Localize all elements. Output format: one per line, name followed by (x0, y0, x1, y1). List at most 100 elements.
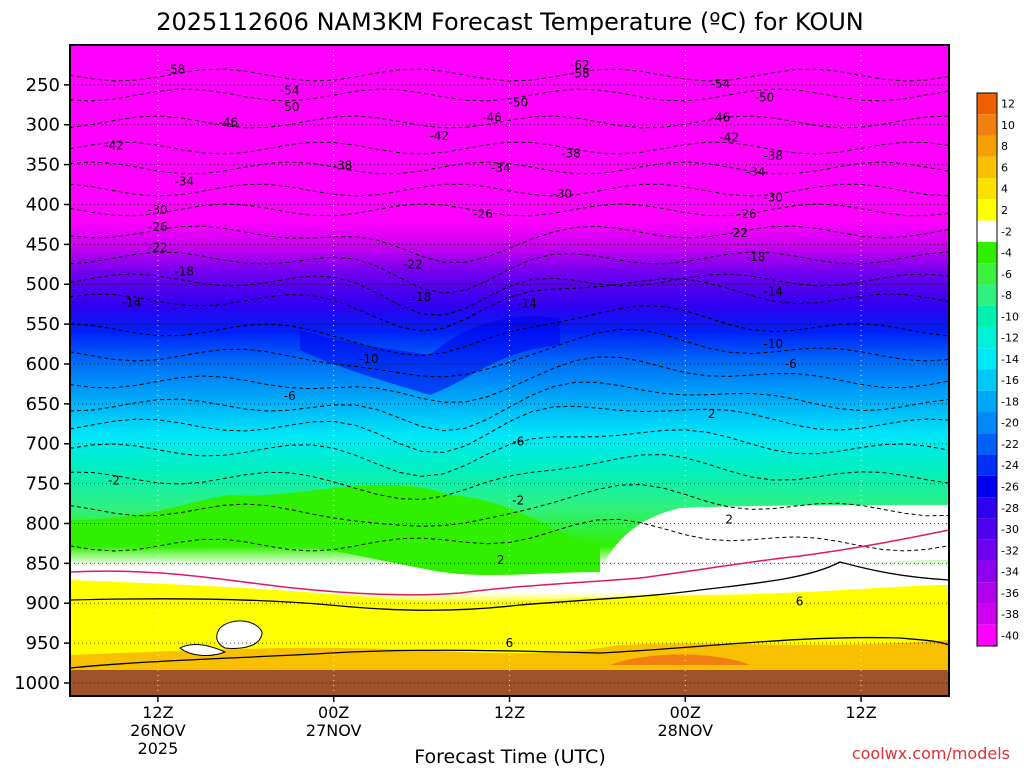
colorbar-swatch (977, 93, 997, 115)
colorbar-label: -20 (1001, 417, 1019, 430)
contour-label: -10 (763, 337, 783, 351)
contour-label: -34 (174, 174, 194, 188)
contour-label: -58 (166, 63, 186, 77)
contour-label: -2 (108, 473, 120, 487)
colorbar-swatch (977, 156, 997, 179)
colorbar-swatch (977, 348, 997, 370)
colorbar-label: -18 (1001, 395, 1019, 408)
isotherm-dashed (70, 273, 949, 316)
colorbar-swatch (977, 603, 997, 625)
colorbar-label: -12 (1001, 332, 1019, 345)
contour-label: 6 (506, 636, 514, 650)
colorbar-frame (976, 92, 998, 647)
contour-label: -18 (412, 290, 432, 304)
solid-contour-2 (70, 561, 949, 611)
colorbar-swatch (977, 178, 997, 200)
isotherm-dashed (70, 381, 949, 432)
colorbar-label: 10 (1001, 119, 1015, 132)
colorbar-swatch (977, 497, 997, 519)
contour-label: 6 (796, 595, 804, 609)
colorbar-label: -24 (1001, 459, 1019, 472)
y-tick-label: 650 (26, 394, 60, 415)
contour-label: -58 (570, 67, 590, 81)
y-tick-label: 400 (26, 194, 60, 215)
contour-label: -26 (737, 207, 757, 221)
x-axis-label: Forecast Time (UTC) (414, 746, 605, 768)
isotherm-dashed (70, 356, 949, 403)
plot-area: -62-58 -58-54 -54-50 -50 -50-46 -46 -46-42-42-… (70, 45, 949, 696)
contour-label: 2 (497, 553, 505, 567)
contour-label: -26 (148, 220, 168, 234)
colorbar-label: -30 (1001, 523, 1019, 536)
contour-label: -50 (508, 95, 528, 109)
y-tick-label: 550 (26, 314, 60, 335)
colorbar-label: -8 (1001, 289, 1012, 302)
contour-label: -26 (473, 207, 493, 221)
colorbar-swatch (977, 412, 997, 434)
contour-label: -34 (491, 161, 511, 175)
x-tick-label: 2025 (138, 739, 179, 758)
y-tick-label: 950 (26, 633, 60, 654)
isotherm-dashed (70, 88, 949, 102)
colorbar-swatch (977, 326, 997, 349)
isotherm-dashed (70, 405, 949, 454)
colorbar-label: -28 (1001, 502, 1019, 515)
grid-lines (70, 45, 949, 696)
isotherm-dashed (70, 225, 949, 263)
colorbar-label: 6 (1001, 161, 1008, 174)
y-tick-label: 500 (26, 274, 60, 295)
x-tick-label: 12Z (845, 703, 876, 722)
colorbar-swatch (977, 560, 997, 583)
contour-label: -50 (280, 100, 300, 114)
colorbar-label: -34 (1001, 566, 1019, 579)
contour-label: -54 (280, 83, 300, 97)
colorbar-swatch (977, 539, 997, 561)
colorbar-swatch (977, 475, 997, 498)
isotherm-dashed (70, 203, 949, 217)
colorbar-label: -2 (1001, 225, 1012, 238)
x-tick-label: 28NOV (658, 721, 714, 740)
contour-label: -46 (482, 111, 502, 125)
colorbar-label: -26 (1001, 480, 1019, 493)
isotherm-zero-line (70, 529, 949, 596)
isotherm-dashed (70, 161, 949, 175)
y-tick-label: 350 (26, 155, 60, 176)
colorbar-label: -6 (1001, 268, 1012, 281)
contour-lines (70, 68, 949, 552)
contour-label: -38 (561, 146, 581, 160)
x-tick-label: 00Z (318, 703, 349, 722)
isotherm-dashed (70, 68, 949, 82)
contour-label: -22 (728, 226, 748, 240)
white-bubble (216, 620, 263, 649)
colorbar-swatch (977, 454, 997, 476)
colorbar-swatch (977, 241, 997, 264)
contour-label: -22 (403, 257, 423, 271)
contour-label: -42 (719, 131, 739, 145)
contour-label: -2 (512, 493, 524, 507)
colorbar: 12 10 8 6 4 2 -2 -4 -6 -8 -10 -12 -14 -16 -18 -20 -22 -24… (976, 92, 1019, 647)
y-tick-label: 600 (26, 354, 60, 375)
isotherm-dashed (70, 429, 949, 477)
contour-label: -30 (552, 187, 572, 201)
contour-label: -18 (174, 264, 194, 278)
colorbar-label: 4 (1001, 183, 1008, 196)
warm-core-region (610, 654, 750, 665)
contour-label: -14 (122, 296, 142, 310)
colorbar-swatch (977, 624, 997, 646)
contour-label: -30 (763, 190, 783, 204)
colorbar-label: 8 (1001, 140, 1008, 153)
isotherm-dashed (70, 278, 949, 332)
colorbar-swatch (977, 369, 997, 391)
y-tick-label: 900 (26, 593, 60, 614)
chart-title: 2025112606 NAM3KM Forecast Temperature (… (156, 8, 863, 36)
contour-label: -54 (711, 77, 731, 91)
y-tick-label: 450 (26, 234, 60, 255)
contour-label: -14 (763, 284, 783, 298)
colorbar-swatch (977, 305, 997, 327)
solid-contour-6 (70, 636, 949, 669)
y-tick-label: 1000 (14, 673, 60, 694)
colorbar-label: -4 (1001, 247, 1012, 260)
contour-label: 2 (708, 407, 716, 421)
colorbar-label: -10 (1001, 310, 1019, 323)
